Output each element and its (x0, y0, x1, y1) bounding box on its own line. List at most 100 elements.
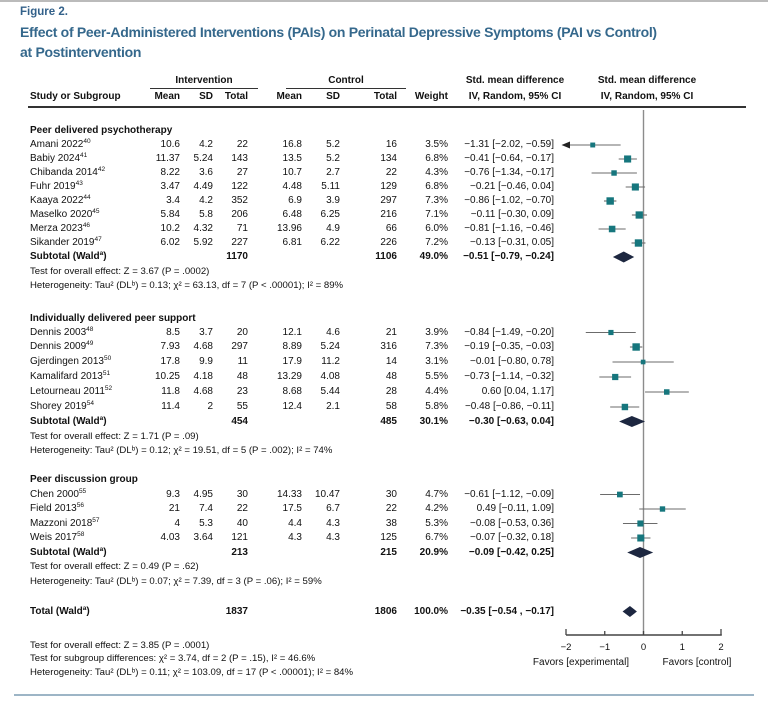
cell-total_c: 28 (385, 386, 397, 397)
subtotal-ci-text: −0.30 [−0.63, 0.04] (468, 415, 554, 427)
footnote-superscript: 48 (86, 325, 94, 333)
cell-weight: 7.2% (425, 237, 448, 248)
cell-mean_i: 7.93 (160, 341, 180, 352)
cell-sd_i: 5.24 (193, 153, 213, 164)
cell-smd: 0.60 [0.04, 1.17] (481, 386, 554, 397)
effect-marker (640, 359, 646, 365)
cell-sd_i: 4.68 (193, 341, 213, 352)
cell-weight: 6.0% (425, 223, 448, 234)
subtotal-weight: 20.9% (419, 546, 448, 558)
cell-weight: 4.4% (425, 386, 448, 397)
study-label: Chibanda 201442 (30, 166, 106, 178)
cell-smd: −0.73 [−1.14, −0.32] (464, 371, 554, 382)
study-label: Kamalifard 201351 (30, 370, 111, 382)
cell-total_i: 22 (236, 503, 248, 514)
cell-sd_i: 4.68 (193, 386, 213, 397)
effect-marker (637, 534, 645, 542)
cell-sd_c: 4.3 (326, 517, 340, 529)
cell-total_c: 22 (385, 167, 397, 178)
study-label: Dennis 200949 (30, 340, 94, 352)
subtotal-ci-text: −0.51 [−0.79, −0.24] (463, 251, 554, 262)
effect-marker (637, 520, 644, 527)
effect-marker (608, 329, 614, 336)
cell-total_i: 27 (236, 167, 248, 178)
cell-sd_c: 11.2 (321, 356, 340, 367)
footnote-superscript: 55 (78, 487, 87, 495)
cell-total_c: 48 (385, 371, 397, 382)
footnote-superscript: 56 (76, 502, 84, 509)
total-ci-text: −0.35 [−0.54 , −0.17] (460, 605, 554, 617)
cell-sd_i: 5.92 (193, 237, 213, 248)
cell-mean_i: 21 (168, 503, 180, 514)
overall-effect-test: Test for overall effect: Z = 0.49 (P = .… (30, 561, 199, 572)
cell-smd: 0.49 [−0.11, 1.09] (476, 503, 554, 514)
study-label: Maselko 202045 (30, 208, 100, 220)
subgroup-header: Individually delivered peer support (30, 313, 196, 324)
study-label: Letourneau 201152 (30, 385, 113, 397)
footnote-line: Heterogeneity: Tau² (DLᵇ) = 0.11; χ² = 1… (30, 666, 354, 678)
subgroup-header: Peer discussion group (30, 474, 138, 485)
cell-sd_i: 9.9 (199, 356, 213, 367)
control-underline (286, 87, 406, 89)
cell-mean_c: 8.68 (282, 386, 302, 397)
cell-mean_c: 17.9 (282, 356, 302, 367)
cell-mean_c: 13.5 (282, 153, 302, 164)
cell-weight: 6.8% (425, 153, 448, 164)
heterogeneity-test: Heterogeneity: Tau² (DLᵇ) = 0.12; χ² = 1… (30, 445, 333, 456)
footnote-superscript: 41 (80, 152, 88, 159)
cell-mean_i: 10.6 (160, 139, 180, 150)
cell-mean_c: 13.29 (276, 371, 302, 382)
footnote-superscript: a (99, 250, 104, 257)
cell-total_c: 134 (380, 153, 397, 164)
cell-sd_i: 4.32 (193, 223, 213, 234)
footnote-superscript: 54 (86, 400, 94, 407)
cell-weight: 3.9% (425, 326, 448, 338)
cell-total_i: 23 (236, 386, 248, 397)
cell-total_i: 143 (231, 153, 248, 164)
cell-weight: 7.1% (425, 209, 448, 220)
cell-smd: −0.21 [−0.46, 0.04] (470, 181, 554, 192)
cell-mean_i: 10.25 (154, 371, 180, 382)
study-label: Babiy 202441 (30, 152, 88, 164)
footnote-superscript: a (99, 545, 104, 553)
cell-total_c: 58 (385, 401, 397, 412)
axis-label-favors-control: Favors [control] (662, 656, 732, 668)
cell-total_c: 297 (380, 195, 397, 206)
cell-total_c: 125 (380, 532, 397, 543)
cell-sd_i: 4.2 (199, 195, 213, 206)
footnote-superscript: 47 (94, 236, 102, 243)
study-label: Mazzoni 201857 (30, 516, 100, 529)
footnote-superscript: 49 (86, 340, 94, 347)
footnote-superscript: 40 (83, 138, 91, 145)
effect-marker (611, 170, 617, 176)
footnote-line: Test for subgroup differences: χ² = 3.74… (30, 653, 316, 664)
effect-marker (590, 142, 596, 148)
cell-total_i: 40 (236, 517, 248, 529)
cell-total_c: 16 (385, 139, 397, 150)
cell-mean_i: 11.37 (155, 153, 180, 164)
cell-mean_c: 4.4 (288, 517, 302, 529)
top-rule (0, 0, 768, 2)
cell-mean_i: 6.02 (160, 237, 180, 248)
subtotal-total-control: 1106 (375, 251, 397, 262)
cell-smd: −0.07 [−0.32, 0.18] (470, 532, 554, 543)
cell-mean_c: 4.3 (288, 532, 302, 543)
effect-marker (612, 373, 619, 381)
cell-sd_c: 4.9 (326, 223, 340, 234)
cell-mean_i: 11.4 (161, 401, 180, 412)
cell-mean_c: 14.33 (276, 488, 302, 500)
cell-mean_i: 5.84 (160, 209, 180, 220)
cell-total_i: 11 (237, 356, 248, 367)
cell-sd_c: 6.7 (326, 503, 340, 514)
cell-weight: 6.8% (425, 181, 448, 192)
axis-tick-label: −1 (599, 642, 611, 653)
footnote-superscript: 57 (92, 516, 100, 524)
subtotal-diamond (612, 251, 635, 263)
cell-weight: 3.5% (425, 139, 448, 150)
subtotal-total-control: 485 (380, 415, 397, 427)
effect-marker (634, 239, 643, 247)
cell-weight: 7.3% (425, 341, 448, 352)
effect-marker (631, 183, 639, 191)
column-header-weight: Weight (414, 91, 448, 102)
